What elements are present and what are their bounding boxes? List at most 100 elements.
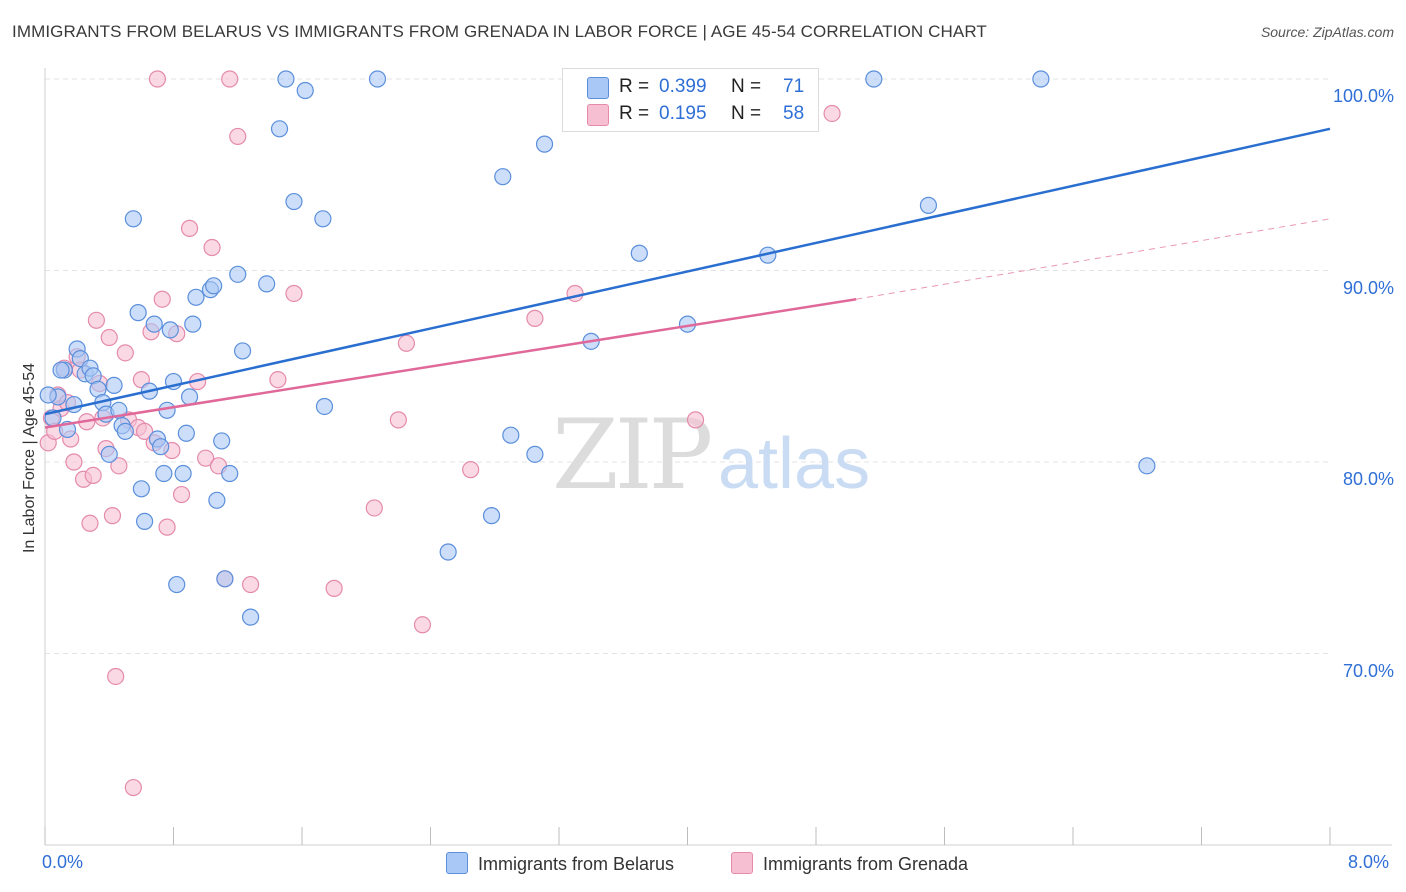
data-point xyxy=(208,491,226,509)
legend-n-label: N = xyxy=(731,76,762,97)
data-point xyxy=(129,304,147,322)
data-point xyxy=(65,453,83,471)
data-point xyxy=(686,411,705,429)
data-point xyxy=(177,424,195,442)
data-point xyxy=(155,464,173,483)
data-point xyxy=(124,210,142,228)
y-tick-label: 90.0% xyxy=(1342,277,1394,298)
trend-line-belarus xyxy=(44,127,1331,416)
x-tick-label-max: 8.0% xyxy=(1348,852,1390,872)
legend-r-label: R = xyxy=(619,76,650,97)
data-point xyxy=(315,397,334,416)
data-point xyxy=(203,238,221,257)
data-point xyxy=(184,315,202,333)
legend-n-value: 71 xyxy=(783,76,805,97)
data-point xyxy=(107,667,125,686)
stats-legend: R = 0.399 N = 71 R = 0.195 N = 58 xyxy=(562,68,819,132)
legend-r-value: 0.399 xyxy=(659,76,707,97)
data-point xyxy=(216,570,234,588)
legend-r-value: 0.195 xyxy=(659,103,707,124)
watermark: ZIP atlas xyxy=(552,399,870,511)
data-point xyxy=(161,321,179,339)
data-point xyxy=(865,70,883,88)
data-point xyxy=(52,361,70,379)
data-point xyxy=(100,445,118,463)
data-point xyxy=(413,616,432,634)
data-point xyxy=(205,277,223,295)
data-point xyxy=(397,334,416,352)
data-point xyxy=(242,575,260,594)
y-tick-label: 100.0% xyxy=(1332,86,1394,106)
data-point xyxy=(1032,70,1050,88)
data-point xyxy=(229,265,247,283)
data-point xyxy=(365,499,383,517)
data-point xyxy=(1138,457,1156,475)
data-point xyxy=(285,192,303,211)
watermark-atlas: atlas xyxy=(718,424,870,504)
data-point xyxy=(277,70,295,88)
data-point xyxy=(174,464,192,483)
data-point xyxy=(566,284,584,303)
data-point xyxy=(526,309,544,327)
data-point xyxy=(285,284,303,303)
legend-swatch-grenada xyxy=(731,852,753,874)
data-point xyxy=(81,514,99,532)
legend-swatch-belarus xyxy=(446,852,468,874)
data-point xyxy=(153,290,171,308)
data-point xyxy=(296,81,314,100)
data-point xyxy=(87,311,106,329)
legend-swatch-belarus xyxy=(587,77,609,99)
data-point xyxy=(221,464,239,483)
data-point xyxy=(213,432,231,450)
data-point xyxy=(823,104,841,123)
y-tick-label: 70.0% xyxy=(1342,660,1394,681)
data-point xyxy=(389,411,407,429)
data-point xyxy=(482,507,501,525)
data-point xyxy=(314,210,332,228)
trend-line-grenada xyxy=(44,297,857,429)
data-point xyxy=(148,70,167,88)
data-point xyxy=(172,485,191,504)
y-axis-label: In Labor Force | Age 45-54 xyxy=(21,362,38,554)
data-point xyxy=(258,275,276,293)
data-point xyxy=(132,480,150,498)
x-tick-label-min: 0.0% xyxy=(42,852,84,872)
legend-label-grenada: Immigrants from Grenada xyxy=(763,854,969,874)
trend-line-grenada-extension xyxy=(856,218,1331,300)
data-point xyxy=(145,315,163,333)
trend-lines xyxy=(44,127,1331,429)
axes xyxy=(44,68,1392,846)
data-point xyxy=(462,461,480,479)
data-point xyxy=(135,512,154,530)
data-point xyxy=(180,388,199,406)
belarus-points xyxy=(39,70,1156,626)
data-point xyxy=(116,344,134,362)
data-point xyxy=(100,328,118,347)
data-point xyxy=(233,342,252,360)
legend-label-belarus: Immigrants from Belarus xyxy=(478,854,675,874)
legend-item-belarus: Immigrants from Belarus xyxy=(446,852,674,875)
legend-n-value: 58 xyxy=(783,103,805,124)
legend-n-label: N = xyxy=(731,103,762,124)
legend-r-label: R = xyxy=(619,103,650,124)
data-point xyxy=(630,244,648,262)
data-point xyxy=(152,438,170,456)
chart-title: IMMIGRANTS FROM BELARUS VS IMMIGRANTS FR… xyxy=(12,22,987,41)
y-tick-label: 80.0% xyxy=(1342,469,1394,489)
data-point xyxy=(110,457,128,475)
data-point xyxy=(502,426,520,444)
data-point xyxy=(39,386,57,404)
data-point xyxy=(229,127,247,146)
legend-swatch-grenada xyxy=(587,104,609,126)
data-point xyxy=(919,196,938,214)
data-point xyxy=(158,518,176,536)
data-point xyxy=(197,449,215,467)
data-point xyxy=(221,70,239,88)
data-point xyxy=(105,376,123,394)
data-point xyxy=(325,579,343,597)
data-point xyxy=(135,422,154,440)
data-point xyxy=(368,70,387,88)
data-point xyxy=(180,219,199,237)
data-point xyxy=(526,445,544,463)
